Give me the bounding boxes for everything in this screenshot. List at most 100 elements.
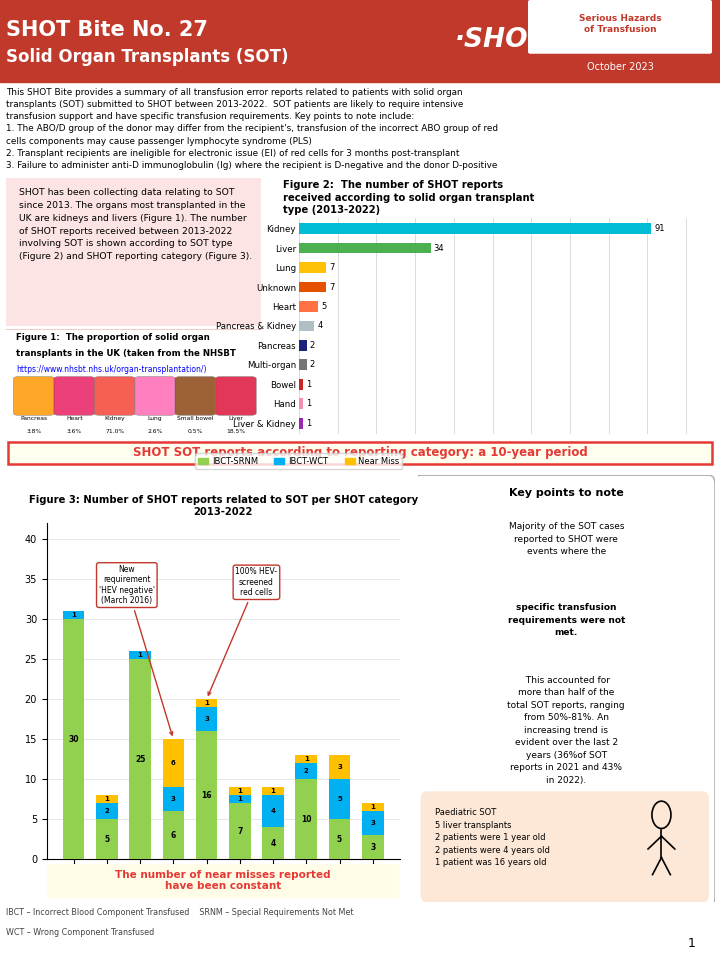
Text: SHOT SOT reports according to reporting category: a 10-year period: SHOT SOT reports according to reporting …	[132, 445, 588, 459]
FancyBboxPatch shape	[54, 376, 95, 416]
Text: 91: 91	[654, 224, 665, 233]
FancyBboxPatch shape	[8, 442, 712, 465]
Text: Heart: Heart	[66, 417, 83, 421]
Text: 4: 4	[271, 839, 276, 848]
Bar	[295, 763, 317, 780]
Text: 2: 2	[310, 341, 315, 349]
Text: 1: 1	[306, 380, 311, 389]
Text: 7: 7	[329, 263, 334, 272]
Text: This SHOT Bite provides a summary of all transfusion error reports related to pa: This SHOT Bite provides a summary of all…	[6, 88, 498, 170]
Text: Pancreas: Pancreas	[20, 417, 48, 421]
Bar	[163, 811, 184, 859]
Bar	[299, 281, 326, 293]
Text: 1: 1	[138, 652, 143, 659]
Bar	[96, 795, 117, 804]
Bar	[262, 787, 284, 795]
Text: https://www.nhsbt.nhs.uk/organ-transplantation/): https://www.nhsbt.nhs.uk/organ-transplan…	[16, 365, 207, 373]
Bar	[96, 819, 117, 859]
Bar	[229, 804, 251, 859]
Text: The number of near misses reported
have been constant: The number of near misses reported have …	[115, 870, 331, 891]
Text: WCT – Wrong Component Transfused: WCT – Wrong Component Transfused	[6, 927, 154, 937]
Text: 5: 5	[321, 302, 327, 311]
Title: Figure 3: Number of SHOT reports related to SOT per SHOT category
2013-2022: Figure 3: Number of SHOT reports related…	[29, 495, 418, 516]
Text: 2: 2	[104, 808, 109, 814]
Text: New
requirement
'HEV negative'
(March 2016): New requirement 'HEV negative' (March 20…	[99, 565, 173, 735]
Bar	[299, 224, 652, 234]
Text: 4: 4	[318, 322, 323, 330]
Text: Kidney: Kidney	[104, 417, 125, 421]
FancyBboxPatch shape	[420, 791, 709, 902]
Bar	[130, 651, 151, 660]
FancyBboxPatch shape	[14, 376, 54, 416]
Text: SHOT Bite No. 27: SHOT Bite No. 27	[6, 20, 208, 40]
Text: 3: 3	[370, 820, 375, 827]
Text: Figure 2:  The number of SHOT reports
received according to solid organ transpla: Figure 2: The number of SHOT reports rec…	[283, 180, 534, 215]
FancyBboxPatch shape	[94, 376, 135, 416]
Text: 1: 1	[71, 612, 76, 618]
Text: 1: 1	[238, 796, 242, 803]
Text: Lung: Lung	[148, 417, 162, 421]
Text: 16: 16	[202, 791, 212, 800]
Bar	[130, 660, 151, 859]
Bar	[329, 819, 351, 859]
Legend: IBCT-SRNM, IBCT-WCT, Near Miss: IBCT-SRNM, IBCT-WCT, Near Miss	[195, 453, 402, 469]
FancyBboxPatch shape	[215, 376, 256, 416]
Bar	[329, 756, 351, 780]
Bar	[299, 321, 315, 331]
Text: 2.6%: 2.6%	[148, 429, 163, 434]
Bar	[196, 732, 217, 859]
Text: 71.0%: 71.0%	[105, 429, 125, 434]
Bar	[63, 612, 84, 619]
Bar	[299, 359, 307, 371]
Bar	[229, 795, 251, 804]
Bar	[63, 619, 84, 859]
Text: 3: 3	[337, 764, 342, 770]
Text: 3: 3	[204, 716, 209, 722]
Text: Key points to note: Key points to note	[509, 488, 624, 498]
Text: 7: 7	[329, 282, 334, 292]
Text: 1: 1	[304, 756, 309, 762]
FancyBboxPatch shape	[1, 176, 264, 329]
Text: 1: 1	[370, 804, 375, 810]
Text: 3.8%: 3.8%	[27, 429, 42, 434]
FancyBboxPatch shape	[135, 376, 176, 416]
Text: 5: 5	[104, 834, 109, 844]
Text: 1: 1	[271, 788, 276, 794]
Text: Figure 1:  The proportion of solid organ: Figure 1: The proportion of solid organ	[16, 332, 210, 342]
Bar	[262, 795, 284, 828]
Text: 30: 30	[68, 734, 79, 744]
Text: 100% HEV-
screened
red cells: 100% HEV- screened red cells	[208, 567, 277, 695]
Text: 0.5%: 0.5%	[188, 429, 203, 434]
FancyBboxPatch shape	[1, 328, 264, 439]
Text: Majority of the SOT cases
reported to SHOT were
events where the: Majority of the SOT cases reported to SH…	[508, 522, 624, 556]
Text: 1: 1	[238, 788, 242, 794]
Text: 25: 25	[135, 755, 145, 764]
FancyBboxPatch shape	[175, 376, 216, 416]
Text: Liver: Liver	[228, 417, 243, 421]
Bar	[299, 262, 326, 273]
Bar	[196, 699, 217, 708]
Bar	[329, 780, 351, 819]
Bar	[299, 340, 307, 350]
Text: 3.6%: 3.6%	[67, 429, 82, 434]
Bar	[96, 804, 117, 819]
Text: 2: 2	[310, 360, 315, 370]
Bar	[262, 828, 284, 859]
Text: SHOT has been collecting data relating to SOT
since 2013. The organs most transp: SHOT has been collecting data relating t…	[19, 188, 252, 261]
Text: 1: 1	[688, 937, 695, 949]
Text: 6: 6	[171, 830, 176, 840]
Bar	[295, 780, 317, 859]
Bar	[229, 787, 251, 795]
Text: of Transfusion: of Transfusion	[584, 25, 657, 34]
Text: 5: 5	[337, 834, 342, 844]
Text: 1: 1	[306, 399, 311, 408]
Text: 1: 1	[104, 796, 109, 803]
Bar	[196, 708, 217, 732]
FancyBboxPatch shape	[256, 173, 720, 442]
Text: This accounted for
more than half of the
total SOT reports, ranging
from 50%-81%: This accounted for more than half of the…	[508, 676, 625, 785]
Bar	[299, 379, 302, 390]
Bar	[299, 301, 318, 312]
Bar	[362, 804, 384, 811]
Text: Paediatric SOT
5 liver transplants
2 patients were 1 year old
2 patients were 4 : Paediatric SOT 5 liver transplants 2 pat…	[436, 808, 550, 868]
Bar	[299, 418, 302, 428]
